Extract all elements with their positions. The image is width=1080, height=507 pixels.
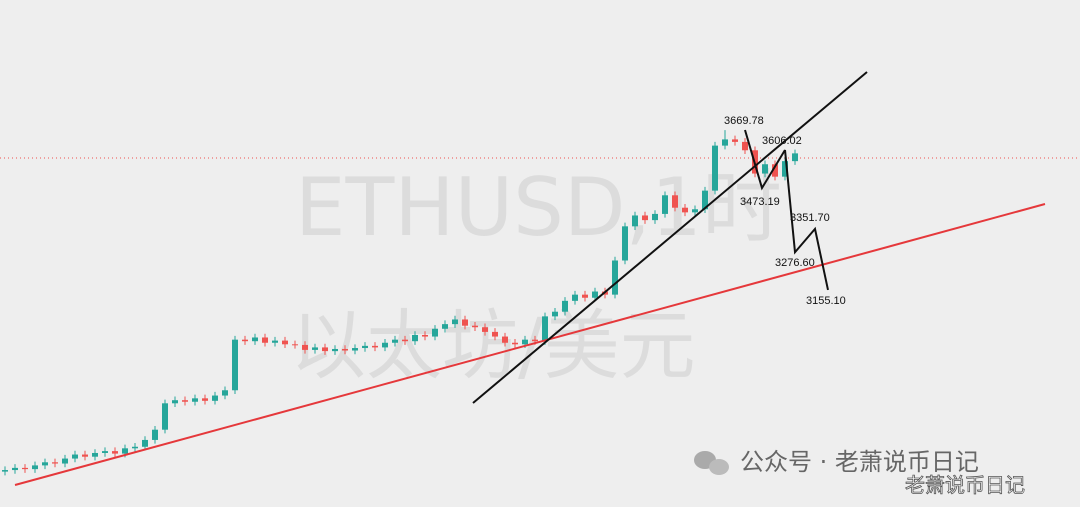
- candle-body: [102, 451, 108, 453]
- candle-body: [412, 334, 418, 342]
- candle-body: [122, 448, 128, 454]
- candle-body: [342, 348, 348, 351]
- candle-body: [682, 207, 688, 213]
- candle-body: [212, 395, 218, 401]
- candle-body: [262, 337, 268, 343]
- candle-body: [662, 195, 668, 214]
- candle-body: [462, 319, 468, 326]
- candle-body: [432, 328, 438, 337]
- watermark-name: 以太坊/美元: [290, 301, 696, 390]
- candle-body: [782, 161, 788, 177]
- candle-body: [452, 319, 458, 325]
- candle-body: [202, 398, 208, 401]
- candle-body: [142, 439, 148, 447]
- wave-path: [744, 129, 786, 191]
- candle-body: [372, 345, 378, 348]
- wechat-icon: [694, 451, 729, 475]
- candle-body: [242, 339, 248, 342]
- candle-body: [2, 470, 8, 472]
- candle-body: [632, 215, 638, 227]
- candle-body: [672, 195, 678, 208]
- candle-body: [62, 458, 68, 464]
- projection-path: [784, 149, 829, 291]
- candle-body: [612, 260, 618, 295]
- candle-body: [292, 344, 298, 346]
- candle-body: [402, 339, 408, 342]
- price-annotation: 3276.60: [775, 257, 815, 269]
- candle-body: [332, 348, 338, 352]
- price-annotation: 3606.02: [762, 135, 802, 147]
- candle-body: [152, 429, 158, 440]
- annotations: 3669.78 3606.02 3473.19 3351.70 3276.60 3155.…: [724, 115, 846, 307]
- candle-body: [192, 398, 198, 402]
- candle-body: [702, 190, 708, 210]
- candle-body: [52, 462, 58, 464]
- candle-body: [472, 325, 478, 328]
- candle-body: [642, 215, 648, 221]
- candle-body: [172, 400, 178, 404]
- candle-body: [112, 451, 118, 454]
- candle-body: [482, 327, 488, 332]
- candle-body: [552, 311, 558, 317]
- candle-body: [582, 294, 588, 298]
- candle-body: [732, 139, 738, 142]
- candle-body: [722, 139, 728, 146]
- candle-body: [762, 164, 768, 174]
- candle-body: [182, 400, 188, 402]
- candle-body: [442, 324, 448, 329]
- candle-body: [22, 467, 28, 470]
- candle-body: [92, 452, 98, 457]
- candle-body: [512, 342, 518, 345]
- candle-body: [502, 336, 508, 343]
- candle-body: [32, 465, 38, 470]
- candle-body: [792, 153, 798, 162]
- candle-body: [492, 331, 498, 337]
- candle-body: [352, 348, 358, 351]
- candle-body: [742, 141, 748, 151]
- candle-body: [522, 339, 528, 345]
- candle-body: [572, 294, 578, 301]
- candle-body: [42, 462, 48, 466]
- support-trendline: [14, 203, 1046, 486]
- price-annotation: 3473.19: [740, 196, 780, 208]
- candle-body: [392, 339, 398, 343]
- candle-body: [222, 390, 228, 396]
- candle-body: [12, 467, 18, 471]
- candle-body: [282, 340, 288, 345]
- candle-body: [362, 345, 368, 349]
- candle-body: [302, 344, 308, 350]
- brand-text: 老萧说币日记: [905, 473, 1025, 497]
- candle-body: [322, 347, 328, 352]
- price-annotation: 3351.70: [790, 212, 830, 224]
- candle-body: [252, 337, 258, 342]
- candle-body: [162, 403, 168, 430]
- candle-body: [562, 300, 568, 312]
- candle-body: [652, 213, 658, 221]
- candle-body: [272, 340, 278, 343]
- price-annotation: 3669.78: [724, 115, 764, 127]
- rising-trendline: [472, 71, 868, 404]
- watermark-symbol: ETHUSD,1时: [295, 161, 782, 254]
- candle-body: [312, 347, 318, 350]
- candle-body: [132, 446, 138, 449]
- candle-body: [82, 454, 88, 457]
- candles: [2, 130, 798, 476]
- candle-body: [232, 339, 238, 391]
- candle-body: [692, 209, 698, 213]
- candle-body: [422, 334, 428, 337]
- price-annotation: 3155.10: [806, 295, 846, 307]
- candle-body: [72, 454, 78, 459]
- candle-body: [542, 316, 548, 342]
- account-text: 公众号 · 老萧说币日记: [740, 448, 979, 476]
- candle-body: [382, 342, 388, 348]
- candle-body: [712, 145, 718, 191]
- candle-body: [532, 339, 538, 342]
- candle-body: [622, 226, 628, 261]
- candle-body: [772, 164, 778, 177]
- candle-body: [592, 291, 598, 298]
